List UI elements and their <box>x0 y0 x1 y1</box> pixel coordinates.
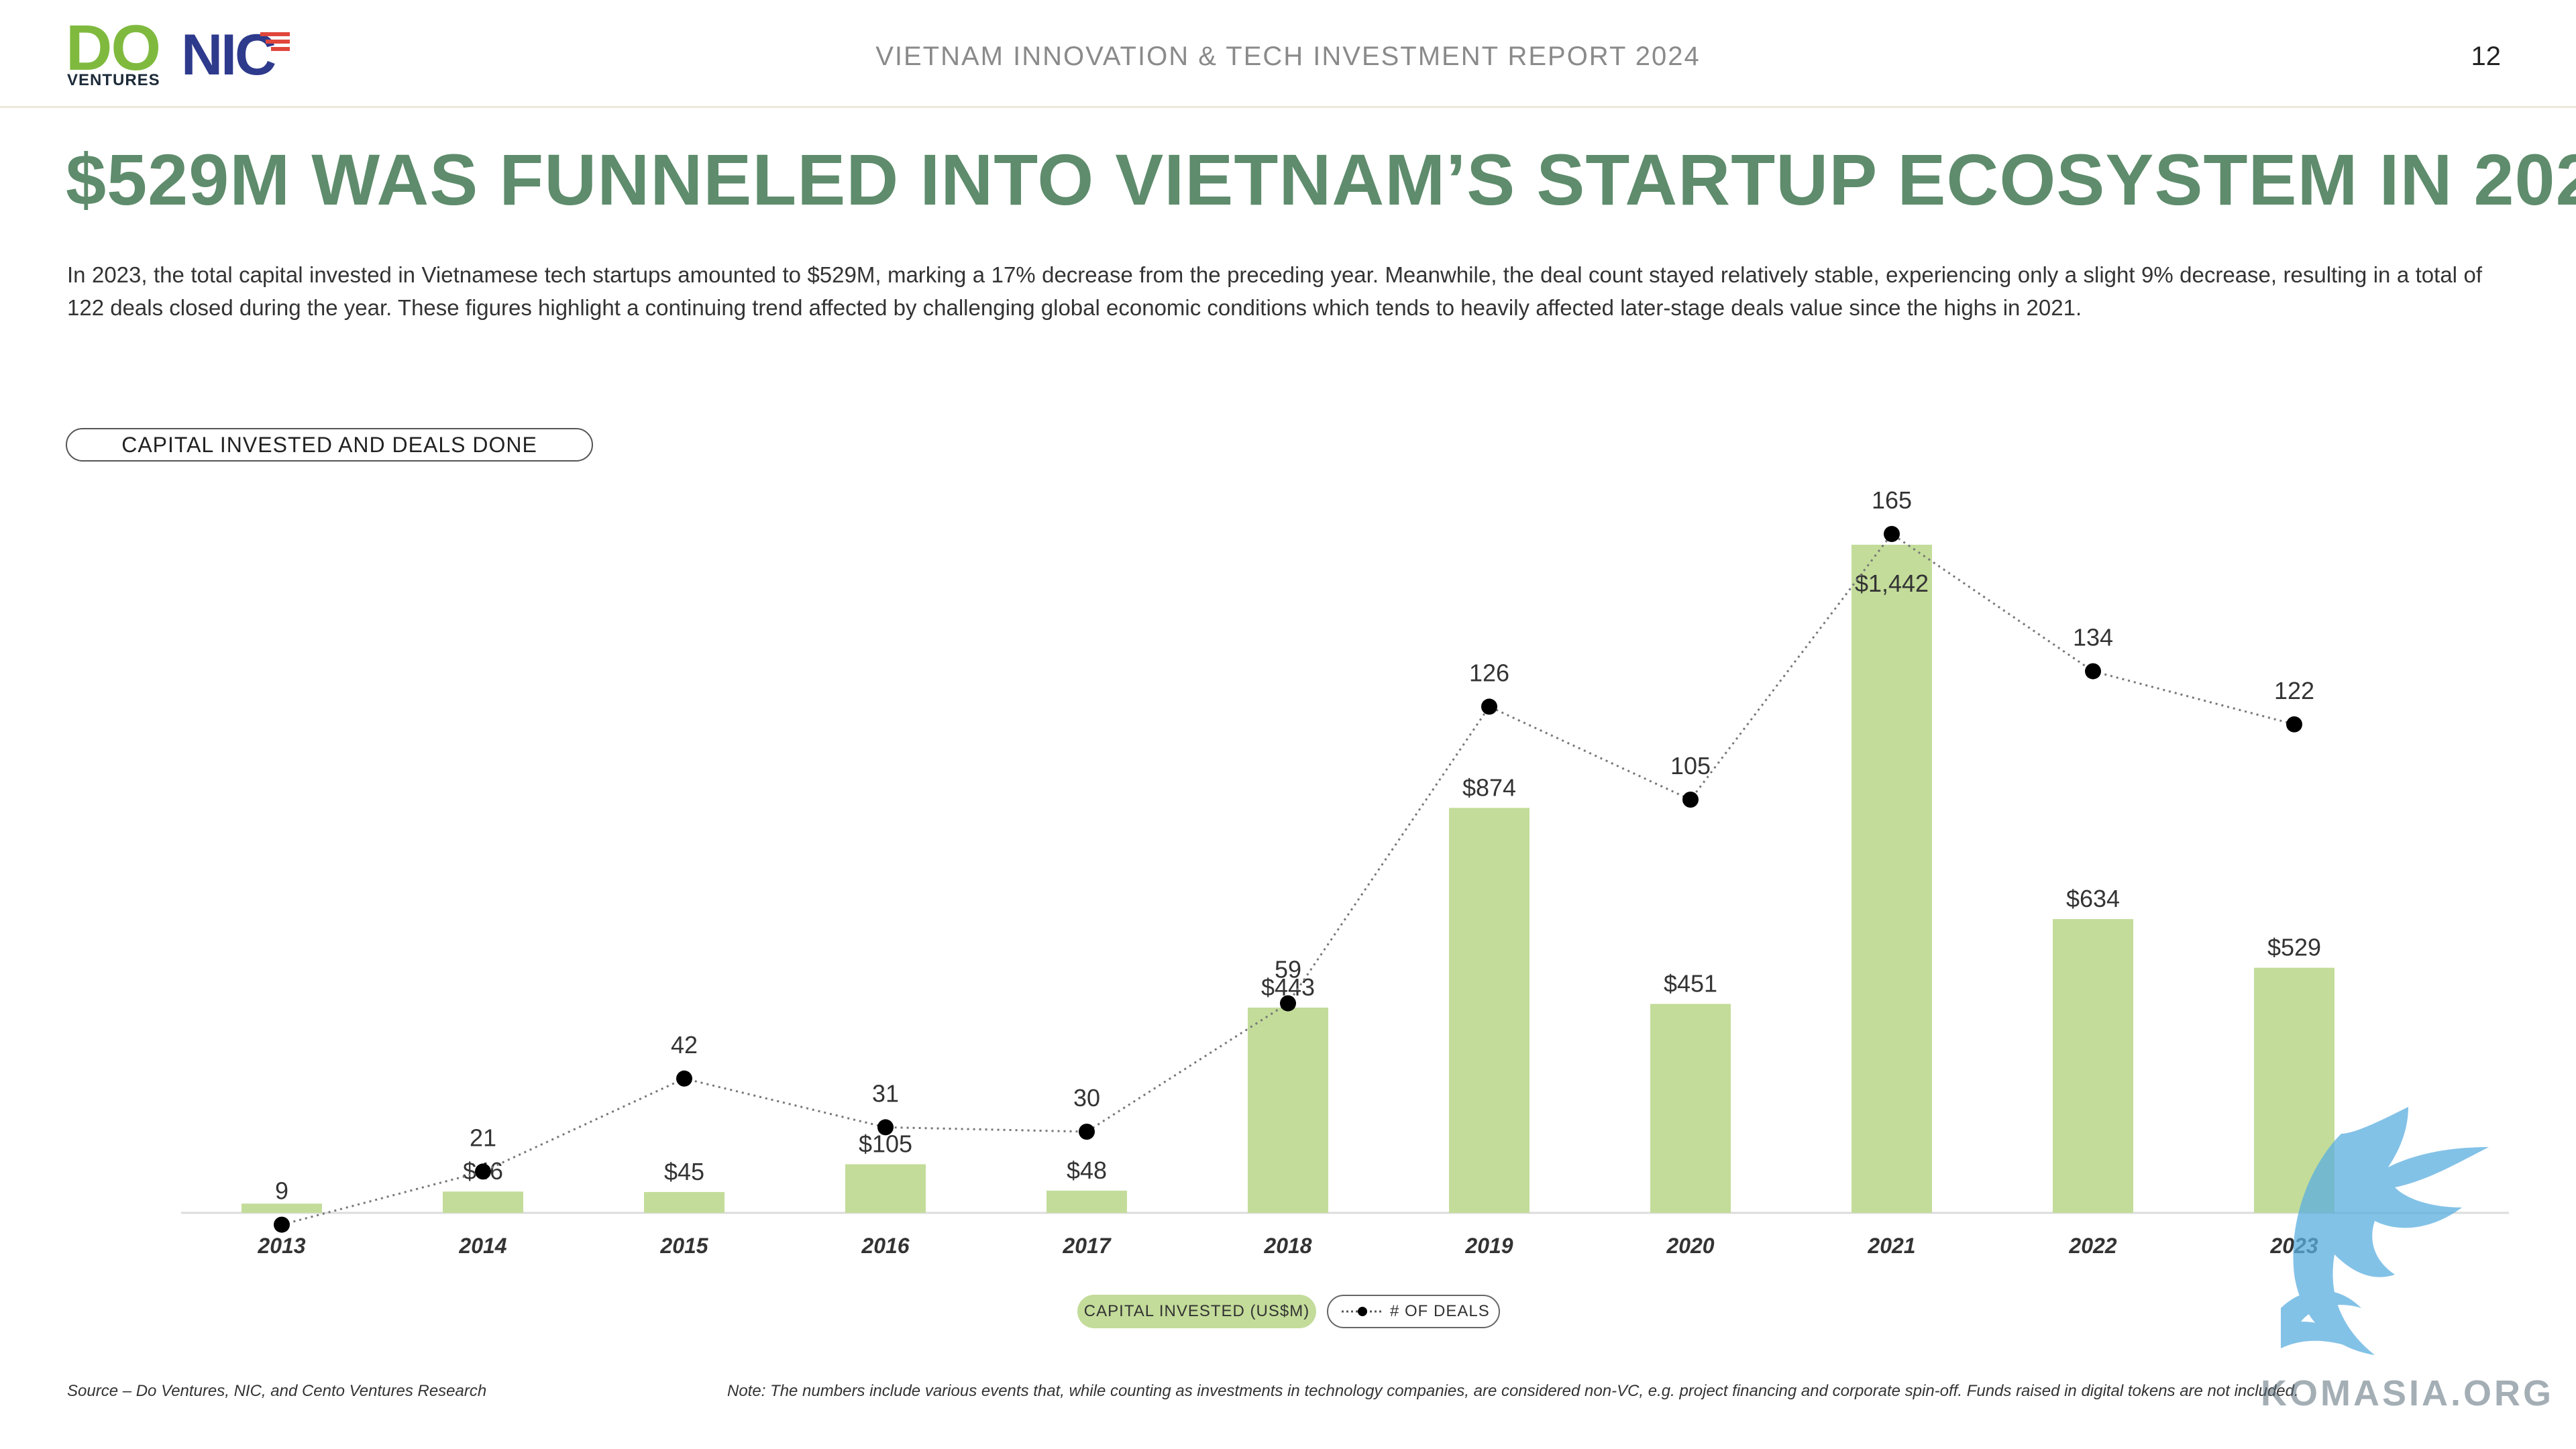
deal-label-2019: 126 <box>1469 659 1509 686</box>
deal-label-2018: 59 <box>1275 956 1301 983</box>
x-tick-2019: 2019 <box>1464 1234 1513 1258</box>
bar-label-2017: $48 <box>1067 1157 1107 1184</box>
bar-label-2022: $634 <box>2066 885 2120 912</box>
bar-2018 <box>1248 1008 1328 1213</box>
bar-label-2015: $45 <box>664 1158 704 1185</box>
deal-label-2017: 30 <box>1073 1084 1100 1112</box>
x-tick-2020: 2020 <box>1666 1234 1714 1258</box>
source-note: Source – Do Ventures, NIC, and Cento Ven… <box>67 1382 486 1401</box>
deal-marker-2023 <box>2286 716 2302 733</box>
deal-label-2013: 9 <box>275 1177 288 1205</box>
legend-deals-label: # OF DEALS <box>1390 1295 1490 1328</box>
bar-label-2019: $874 <box>1462 773 1516 801</box>
bar-2013 <box>241 1203 322 1213</box>
deal-label-2014: 21 <box>470 1124 496 1151</box>
deal-label-2021: 165 <box>1872 486 1912 514</box>
bar-label-2021: $1,442 <box>1855 570 1929 597</box>
deal-marker-2013 <box>274 1217 290 1233</box>
x-tick-2014: 2014 <box>458 1234 506 1258</box>
legend-capital: CAPITAL INVESTED (US$M) <box>1077 1295 1316 1328</box>
deal-label-2015: 42 <box>671 1031 698 1059</box>
watermark-text: KOMASIA.ORG <box>2261 1373 2554 1414</box>
x-tick-2016: 2016 <box>861 1234 909 1258</box>
deal-marker-2017 <box>1079 1124 1095 1140</box>
bar-2015 <box>644 1192 724 1213</box>
bar-2022 <box>2053 919 2133 1213</box>
x-tick-2013: 2013 <box>257 1234 305 1258</box>
bar-2016 <box>845 1164 926 1213</box>
footnote: Note: The numbers include various events… <box>727 1382 2299 1401</box>
legend-deals-line-icon <box>1340 1305 1385 1318</box>
watermark-lion-icon <box>2241 1107 2496 1368</box>
x-tick-2015: 2015 <box>659 1234 708 1258</box>
bar-2021 <box>1851 545 1932 1213</box>
capital-deals-chart: 2013$462014$452015$1052016$482017$443201… <box>0 0 2576 1342</box>
deal-marker-2016 <box>877 1119 894 1135</box>
deal-marker-2015 <box>676 1071 692 1087</box>
bar-label-2020: $451 <box>1664 969 1717 997</box>
deal-label-2016: 31 <box>872 1079 899 1107</box>
deal-label-2020: 105 <box>1670 752 1711 780</box>
x-tick-2018: 2018 <box>1263 1234 1311 1258</box>
x-tick-2022: 2022 <box>2068 1234 2116 1258</box>
deal-marker-2014 <box>475 1163 491 1179</box>
bar-2019 <box>1449 808 1529 1213</box>
bar-2017 <box>1046 1191 1127 1213</box>
x-tick-2021: 2021 <box>1867 1234 1915 1258</box>
deal-marker-2021 <box>1884 526 1900 542</box>
bar-label-2023: $529 <box>2267 934 2321 961</box>
deal-marker-2019 <box>1481 698 1497 714</box>
deal-label-2022: 134 <box>2073 624 2113 651</box>
deal-marker-2022 <box>2085 663 2101 680</box>
bar-2020 <box>1650 1004 1731 1213</box>
x-tick-2017: 2017 <box>1062 1234 1112 1258</box>
deal-marker-2018 <box>1280 996 1296 1012</box>
deal-label-2023: 122 <box>2274 677 2314 704</box>
deal-marker-2020 <box>1682 792 1699 808</box>
bar-2014 <box>443 1191 523 1213</box>
